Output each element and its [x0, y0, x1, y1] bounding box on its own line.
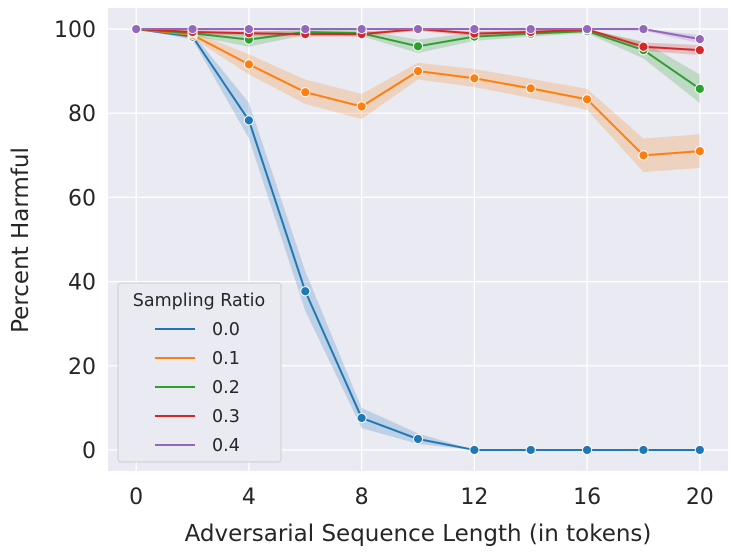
data-point: [469, 73, 480, 84]
data-point: [469, 444, 480, 456]
x-tick-label: 16: [573, 485, 601, 510]
data-point: [412, 66, 424, 77]
data-point: [412, 433, 424, 445]
legend: Sampling Ratio 0.0 0.1 0.2 0.3 0.4: [117, 282, 282, 463]
data-point: [356, 101, 367, 112]
legend-items: 0.0 0.1 0.2 0.3 0.4: [155, 320, 240, 456]
data-point: [638, 23, 649, 35]
data-point: [525, 83, 536, 94]
data-point: [638, 41, 649, 52]
data-point: [694, 444, 705, 456]
x-axis-ticks: 0 4 8 12 16 20: [129, 485, 714, 510]
data-point: [581, 94, 593, 105]
x-tick-label: 0: [129, 485, 143, 510]
data-point: [356, 23, 367, 35]
data-point: [243, 115, 255, 126]
y-tick-label: 0: [82, 439, 96, 464]
x-axis-label: Adversarial Sequence Length (in tokens): [185, 521, 652, 547]
data-point: [300, 87, 311, 98]
y-tick-label: 80: [68, 102, 96, 127]
legend-entry: 0.2: [212, 378, 240, 398]
x-tick-label: 20: [686, 485, 714, 510]
legend-entry: 0.3: [212, 407, 240, 427]
legend-title: Sampling Ratio: [133, 291, 265, 311]
y-tick-label: 60: [68, 186, 96, 211]
data-point: [243, 59, 255, 70]
y-tick-label: 20: [68, 355, 96, 380]
data-point: [300, 23, 311, 35]
legend-box: [117, 282, 282, 463]
data-point: [694, 44, 705, 56]
legend-entry: 0.0: [212, 320, 240, 340]
x-tick-label: 4: [242, 485, 256, 510]
data-point: [638, 444, 649, 456]
data-point: [356, 412, 367, 424]
y-tick-label: 40: [68, 271, 96, 296]
data-point: [694, 34, 705, 45]
data-point: [412, 23, 424, 35]
data-point: [469, 23, 480, 35]
data-point: [525, 23, 536, 35]
data-point: [694, 83, 705, 94]
series-markers: [131, 23, 705, 456]
y-tick-label: 100: [54, 18, 96, 43]
x-tick-label: 12: [460, 485, 488, 510]
legend-entry: 0.4: [212, 436, 240, 456]
legend-entry: 0.1: [212, 349, 240, 369]
y-axis-label: Percent Harmful: [8, 147, 34, 333]
data-point: [581, 444, 593, 456]
data-point: [187, 23, 198, 35]
data-point: [300, 286, 311, 297]
data-point: [638, 150, 649, 161]
data-point: [131, 23, 142, 35]
data-point: [243, 23, 255, 35]
data-point: [694, 146, 705, 157]
x-tick-label: 8: [355, 485, 369, 510]
data-point: [525, 444, 536, 456]
data-point: [581, 23, 593, 35]
y-axis-ticks: 0 20 40 60 80 100: [54, 18, 96, 464]
data-point: [412, 41, 424, 52]
